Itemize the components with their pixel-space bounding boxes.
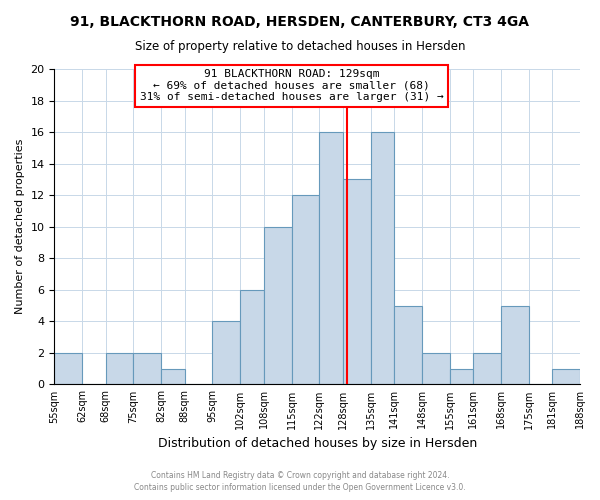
Bar [449, 368, 473, 384]
Bar [319, 132, 343, 384]
Bar [473, 353, 501, 384]
Y-axis label: Number of detached properties: Number of detached properties [15, 139, 25, 314]
Text: 91, BLACKTHORN ROAD, HERSDEN, CANTERBURY, CT3 4GA: 91, BLACKTHORN ROAD, HERSDEN, CANTERBURY… [71, 15, 530, 29]
Bar [501, 306, 529, 384]
Bar [55, 353, 82, 384]
Bar [553, 368, 580, 384]
Bar [343, 180, 371, 384]
Bar [212, 322, 240, 384]
Bar [106, 353, 133, 384]
Bar [240, 290, 264, 384]
Bar [264, 226, 292, 384]
Text: Contains HM Land Registry data © Crown copyright and database right 2024.
Contai: Contains HM Land Registry data © Crown c… [134, 471, 466, 492]
Bar [292, 195, 319, 384]
Text: Size of property relative to detached houses in Hersden: Size of property relative to detached ho… [135, 40, 465, 53]
Bar [422, 353, 449, 384]
Bar [161, 368, 185, 384]
Bar [394, 306, 422, 384]
Bar [371, 132, 394, 384]
X-axis label: Distribution of detached houses by size in Hersden: Distribution of detached houses by size … [158, 437, 477, 450]
Text: 91 BLACKTHORN ROAD: 129sqm
← 69% of detached houses are smaller (68)
31% of semi: 91 BLACKTHORN ROAD: 129sqm ← 69% of deta… [140, 69, 443, 102]
Bar [133, 353, 161, 384]
